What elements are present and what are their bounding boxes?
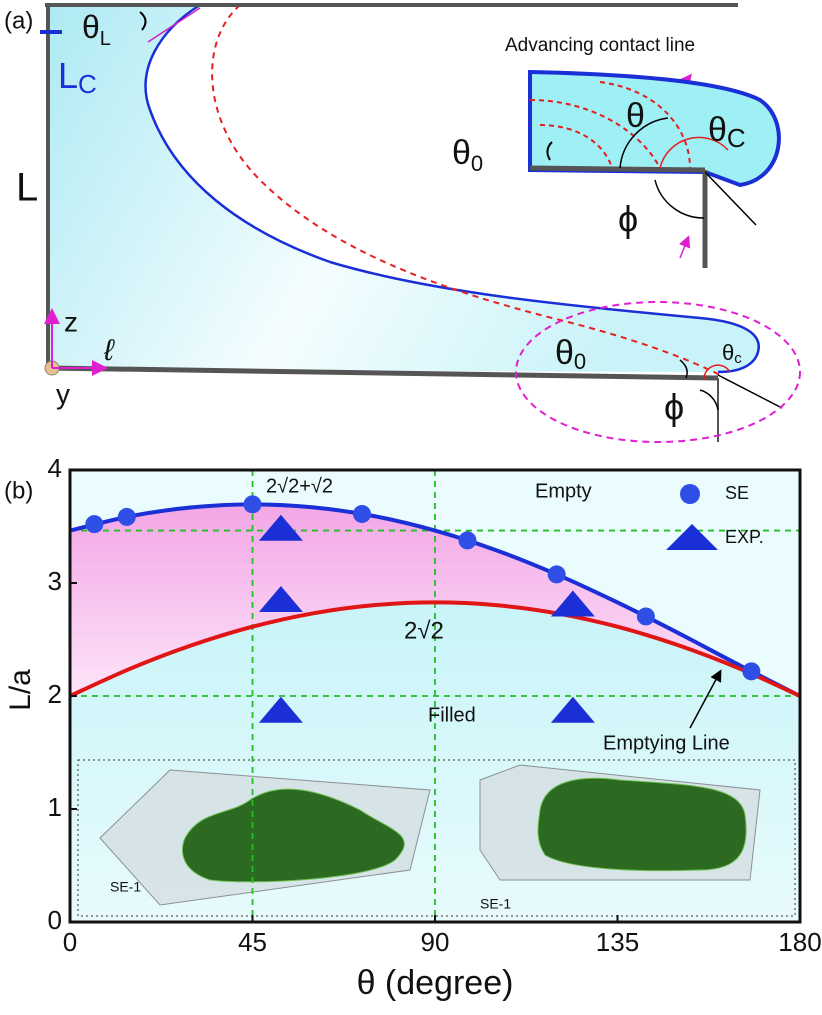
annotation: 2√2 [404, 617, 444, 644]
se-point [353, 505, 371, 523]
annotation: Emptying Line [603, 732, 730, 754]
inset-theta-0: θ0 [452, 134, 483, 176]
panel-label: (b) [4, 477, 33, 504]
symbol: θ [555, 334, 574, 372]
se-point [85, 515, 103, 533]
subscript: c [734, 350, 742, 367]
symbol: θ [722, 340, 734, 365]
se-point [637, 607, 655, 625]
inset-label: SE-1 [110, 879, 141, 895]
legend-label: SE [725, 483, 749, 503]
se-point [244, 495, 262, 513]
panel-label: (a) [4, 7, 33, 34]
liquid-region [48, 5, 759, 372]
x-tick-label: 135 [596, 927, 639, 957]
subscript: C [727, 123, 746, 153]
figure: (a) θL LC L z y ℓ Advancing contact line… [0, 0, 822, 1015]
se-point [118, 508, 136, 526]
phi: ϕ [664, 387, 684, 428]
subscript: C [78, 69, 97, 99]
symbol: θ [452, 134, 471, 172]
symbol: θ [82, 9, 100, 45]
angle-arc [700, 390, 718, 410]
subscript: 0 [471, 151, 483, 176]
annotation: 2√2+√2 [266, 475, 333, 497]
annotation: Filled [428, 704, 476, 726]
y-tick-label: 4 [48, 453, 62, 483]
l-label: L [16, 166, 38, 210]
subscript: 0 [574, 349, 586, 374]
x-tick-label: 0 [63, 927, 77, 957]
y-tick-label: 1 [48, 792, 62, 822]
zoom-arrow [680, 238, 688, 258]
y-tick-label: 2 [48, 679, 62, 709]
x-axis-label: θ (degree) [357, 964, 514, 1002]
x-tick-label: 180 [778, 927, 821, 957]
panel-a: (a) θL LC L z y ℓ Advancing contact line… [4, 5, 800, 442]
y-label: y [56, 378, 70, 409]
legend-marker [680, 484, 700, 504]
panel-b: SE-1 SE-1 0 45 90 135 180 0 1 2 3 4 θ (degree) L/a (b)… [4, 453, 822, 1002]
z-label: z [64, 306, 78, 337]
inset-liquid [538, 778, 746, 870]
inset-plate [530, 168, 705, 170]
inset-arc [655, 180, 704, 218]
inset-theta: θ [626, 97, 645, 135]
symbol: θ [708, 111, 727, 149]
inset-label: SE-1 [480, 896, 511, 912]
y-tick-label: 3 [48, 566, 62, 596]
annotation: Empty [535, 480, 592, 502]
x-tick-label: 90 [421, 927, 450, 957]
se-point [458, 531, 476, 549]
y-tick-label: 0 [48, 905, 62, 935]
tangent [718, 375, 782, 408]
ell-label: ℓ [103, 334, 115, 367]
se-point [548, 565, 566, 583]
se-point [742, 662, 760, 680]
advancing-label: Advancing contact line [505, 35, 695, 56]
symbol: L [58, 55, 78, 96]
y-axis-label: L/a [4, 669, 37, 711]
legend-label: EXP. [725, 527, 764, 547]
subscript: L [100, 28, 111, 50]
x-tick-label: 45 [238, 927, 267, 957]
inset-phi: ϕ [618, 199, 638, 240]
